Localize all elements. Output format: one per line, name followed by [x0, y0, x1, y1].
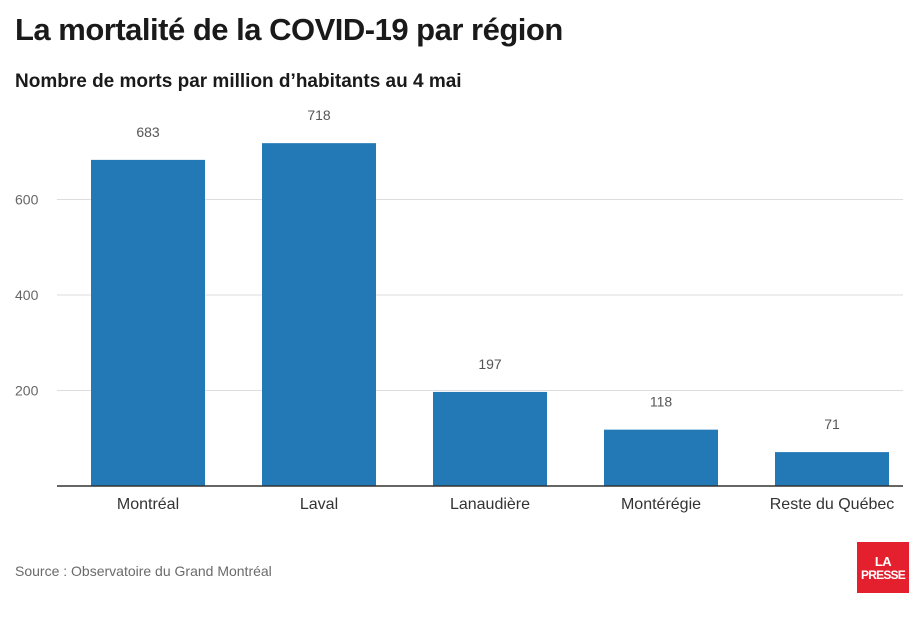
bar-value-label: 71: [824, 416, 840, 432]
chart-title: La mortalité de la COVID-19 par région: [15, 12, 563, 47]
bar-value-label: 683: [136, 124, 160, 140]
chart-subtitle: Nombre de morts par million d’habitants …: [15, 71, 462, 92]
la-presse-logo: LA PRESSE: [857, 542, 909, 593]
bar: [433, 391, 547, 486]
x-category-label: Reste du Québec: [770, 496, 895, 513]
logo-line-2: PRESSE: [861, 567, 906, 582]
bar: [91, 159, 205, 486]
bar: [775, 452, 889, 486]
bar-value-label: 118: [650, 394, 673, 410]
bars: [91, 143, 889, 486]
bar: [262, 143, 376, 486]
bar-value-label: 718: [307, 107, 331, 123]
logo-line-1: LA: [874, 553, 892, 569]
x-axis-category-labels: Montréal Laval Lanaudière Montérégie Reste d…: [117, 496, 894, 513]
y-tick-label: 400: [15, 287, 39, 303]
y-tick-label: 600: [15, 192, 39, 208]
bar-value-label: 197: [478, 356, 502, 372]
x-category-label: Montréal: [117, 496, 179, 513]
y-tick-label: 200: [15, 383, 39, 399]
y-axis-tick-labels: 200 400 600: [15, 192, 39, 399]
x-category-label: Lanaudière: [450, 496, 530, 513]
x-category-label: Montérégie: [621, 496, 701, 513]
bar-chart: 200 400 600 683 718 197 118 71 Montréal Laval La…: [15, 107, 903, 513]
x-category-label: Laval: [300, 496, 338, 513]
source-note: Source : Observatoire du Grand Montréal: [15, 563, 272, 579]
data-labels: 683 718 197 118 71: [136, 107, 840, 432]
bar: [604, 429, 718, 486]
